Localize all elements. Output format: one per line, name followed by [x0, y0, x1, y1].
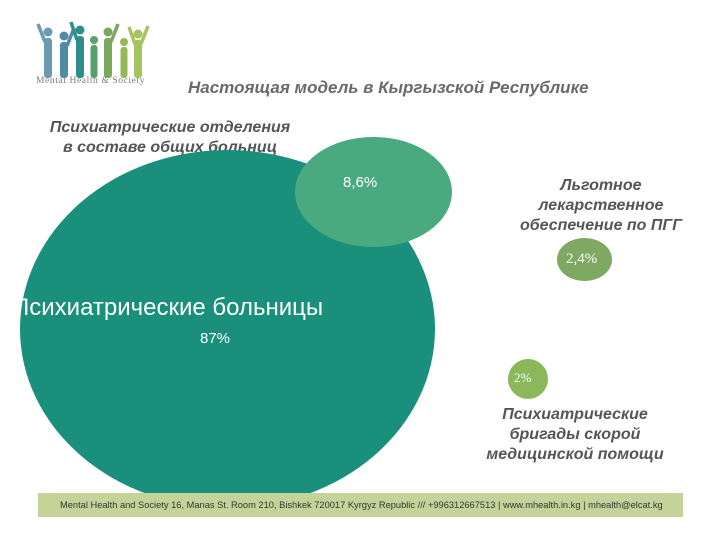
- emergency-teams-label-line1: Психиатрические: [502, 406, 648, 423]
- drug-provision-label-line2: лекарственное: [538, 197, 664, 214]
- drug-provision-label-line3: обеспечение по ПГГ: [519, 217, 683, 234]
- general-units-label-line1: Психиатрические отделения: [49, 119, 291, 136]
- drug-provision-circle: [557, 238, 612, 281]
- emergency-teams-label: Психиатрические бригады скорой медицинск…: [470, 405, 680, 465]
- emergency-teams-circle: [508, 359, 548, 399]
- drug-provision-label-line1: Льготное: [560, 177, 642, 194]
- logo-caption: Mental Health & Society: [36, 76, 146, 86]
- slide-title: Настоящая модель в Кыргызской Республике: [188, 78, 589, 97]
- drug-provision-value: 2,4%: [566, 251, 598, 267]
- hospitals-value: 87%: [200, 330, 231, 347]
- general-units-value: 8,6%: [343, 174, 378, 191]
- mental-health-society-logo: [36, 21, 150, 78]
- footer-contact-bar: Mental Health and Society 16, Manas St. …: [38, 493, 683, 517]
- drug-provision-label: Льготное лекарственное обеспечение по ПГ…: [496, 176, 706, 236]
- emergency-teams-label-line2: бригады скорой: [509, 426, 641, 443]
- general-units-circle: [295, 137, 452, 247]
- hospitals-label: Психиатрические больницы: [12, 294, 324, 321]
- emergency-teams-value: 2%: [514, 370, 532, 385]
- emergency-teams-label-line3: медицинской помощи: [486, 446, 664, 463]
- people-figures-icon: [36, 21, 150, 78]
- general-units-label: Психиатрические отделения в составе общи…: [20, 118, 320, 158]
